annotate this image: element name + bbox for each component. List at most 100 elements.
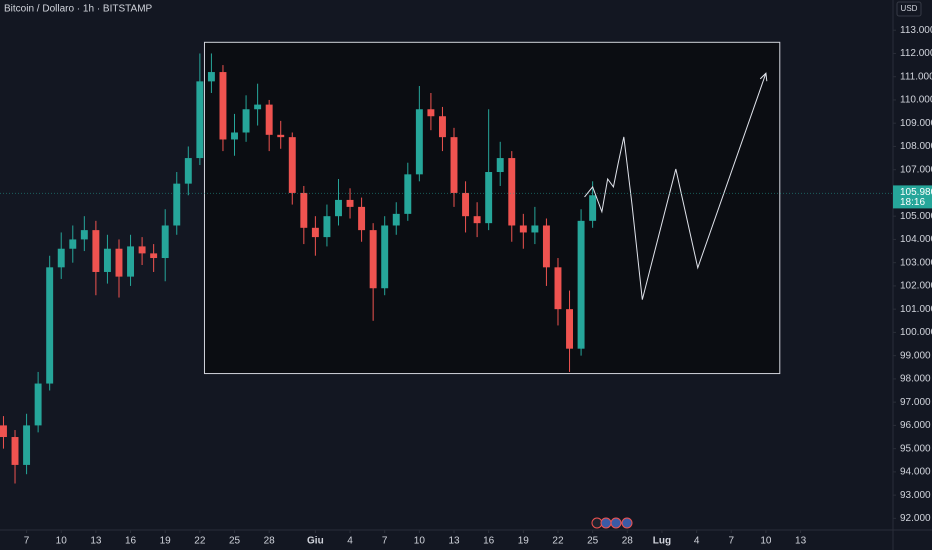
y-tick-label: 104.000 bbox=[900, 234, 932, 245]
y-tick-label: 92.000 bbox=[900, 513, 931, 524]
y-tick-label: 98.000 bbox=[900, 374, 931, 385]
candle-body bbox=[184, 158, 192, 184]
x-tick-label: 10 bbox=[760, 536, 772, 547]
y-tick-label: 111.000 bbox=[900, 71, 932, 82]
y-tick-label: 96.000 bbox=[900, 420, 931, 431]
x-tick-label: Lug bbox=[653, 536, 671, 547]
y-tick-label: 108.000 bbox=[900, 141, 932, 152]
candle-body bbox=[531, 225, 539, 233]
x-tick-label: 22 bbox=[194, 536, 206, 547]
candle-body bbox=[127, 246, 135, 277]
candle-body bbox=[173, 183, 181, 226]
candle-body bbox=[438, 116, 446, 138]
x-tick-label: 16 bbox=[483, 536, 495, 547]
candle-body bbox=[288, 137, 296, 193]
x-tick-label: 22 bbox=[552, 536, 564, 547]
candle-body bbox=[231, 132, 238, 140]
y-tick-label: 107.000 bbox=[900, 164, 932, 175]
y-tick-label: 93.000 bbox=[900, 490, 931, 501]
candle-body bbox=[46, 267, 54, 384]
candle-body bbox=[450, 137, 458, 193]
y-tick-label: 99.000 bbox=[900, 350, 931, 361]
x-tick-label: 13 bbox=[795, 536, 807, 547]
y-tick-label: 103.000 bbox=[900, 257, 932, 268]
countdown: 18:16 bbox=[900, 197, 925, 208]
candle-body bbox=[23, 425, 31, 465]
x-tick-label: 19 bbox=[160, 536, 172, 547]
candle-body bbox=[566, 309, 573, 349]
candle-body bbox=[427, 109, 435, 117]
projection-arrowhead bbox=[759, 72, 768, 82]
event-icon[interactable] bbox=[610, 517, 622, 529]
candle-body bbox=[473, 216, 481, 224]
currency-box bbox=[896, 1, 922, 17]
y-tick-label: 97.000 bbox=[900, 397, 931, 408]
candle-body bbox=[69, 239, 77, 249]
candle-body bbox=[115, 248, 123, 277]
x-tick-label: 7 bbox=[24, 536, 30, 547]
candle-body bbox=[161, 225, 169, 259]
candle-body bbox=[300, 192, 308, 228]
candle-body bbox=[404, 174, 412, 214]
y-tick-label: 105.000 bbox=[900, 211, 932, 222]
candle-body bbox=[542, 225, 550, 268]
x-tick-label: 7 bbox=[728, 536, 734, 547]
candle-body bbox=[369, 230, 377, 289]
candle-body bbox=[358, 206, 366, 231]
candle-body bbox=[34, 383, 42, 426]
candle-body bbox=[57, 248, 65, 268]
x-tick-label: 13 bbox=[448, 536, 460, 547]
candle-body bbox=[577, 220, 585, 349]
candle-body bbox=[196, 81, 204, 159]
candle-body bbox=[519, 225, 527, 233]
candle-body bbox=[392, 213, 400, 226]
x-tick-label: 28 bbox=[622, 536, 634, 547]
x-tick-label: 28 bbox=[264, 536, 276, 547]
x-tick-label: 19 bbox=[518, 536, 530, 547]
y-tick-label: 110.000 bbox=[900, 95, 932, 106]
x-tick-label: 7 bbox=[382, 536, 388, 547]
x-tick-label: 10 bbox=[56, 536, 68, 547]
y-tick-label: 113.000 bbox=[900, 25, 932, 36]
projection-line bbox=[584, 73, 767, 300]
candle-body bbox=[381, 225, 389, 289]
x-tick-label: 4 bbox=[694, 536, 700, 547]
chart-title: Bitcoin / Dollaro · 1h · BITSTAMP bbox=[4, 4, 153, 15]
event-icons bbox=[591, 517, 633, 529]
y-tick-label: 94.000 bbox=[900, 467, 931, 478]
candle-body bbox=[508, 158, 516, 226]
event-icon[interactable] bbox=[621, 517, 633, 529]
y-tick-label: 100.000 bbox=[900, 327, 932, 338]
candle-body bbox=[335, 199, 342, 217]
candle-body bbox=[242, 109, 250, 133]
candle-body bbox=[311, 227, 319, 238]
y-tick-label: 102.000 bbox=[900, 281, 932, 292]
candle-body bbox=[462, 192, 470, 217]
currency[interactable]: USD bbox=[901, 4, 918, 13]
candle-body bbox=[0, 425, 7, 438]
candle-body bbox=[485, 172, 493, 224]
x-tick-label: 13 bbox=[90, 536, 102, 547]
candle-body bbox=[323, 216, 331, 238]
candle-body bbox=[92, 230, 100, 272]
candle-body bbox=[11, 437, 19, 465]
x-tick-label: 25 bbox=[587, 536, 599, 547]
candle-body bbox=[346, 199, 354, 207]
y-tick-label: 95.000 bbox=[900, 443, 931, 454]
candle-body bbox=[265, 104, 273, 135]
candle-body bbox=[496, 158, 504, 173]
candle-body bbox=[80, 230, 88, 240]
candle-body bbox=[207, 72, 215, 82]
event-icon[interactable] bbox=[600, 517, 612, 529]
candle-body bbox=[589, 195, 597, 221]
last-price-label: 105.980 bbox=[900, 187, 932, 198]
candle-body bbox=[415, 109, 423, 175]
y-tick-label: 101.000 bbox=[900, 304, 932, 315]
candle-body bbox=[254, 104, 262, 110]
candle-body bbox=[554, 267, 562, 310]
x-tick-label: Giu bbox=[307, 536, 324, 547]
candle-body bbox=[138, 246, 146, 254]
plot-area bbox=[0, 41, 781, 484]
